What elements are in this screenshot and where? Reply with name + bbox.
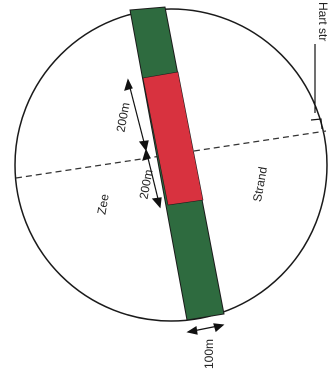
- center-marker: [310, 44, 323, 130]
- core-zone: [142, 71, 204, 206]
- upper-distance-label: 200m: [114, 101, 133, 133]
- width-label: 100m: [202, 339, 216, 369]
- width-arrow: [186, 323, 225, 335]
- center-marker-label: Hart str: [316, 2, 330, 41]
- sea-label: Zee: [94, 193, 111, 216]
- beach-label: Strand: [250, 166, 270, 203]
- lower-distance-label: 200m: [137, 168, 156, 200]
- dimension-arrows: [124, 78, 162, 209]
- center-dashed-line: [15, 130, 327, 179]
